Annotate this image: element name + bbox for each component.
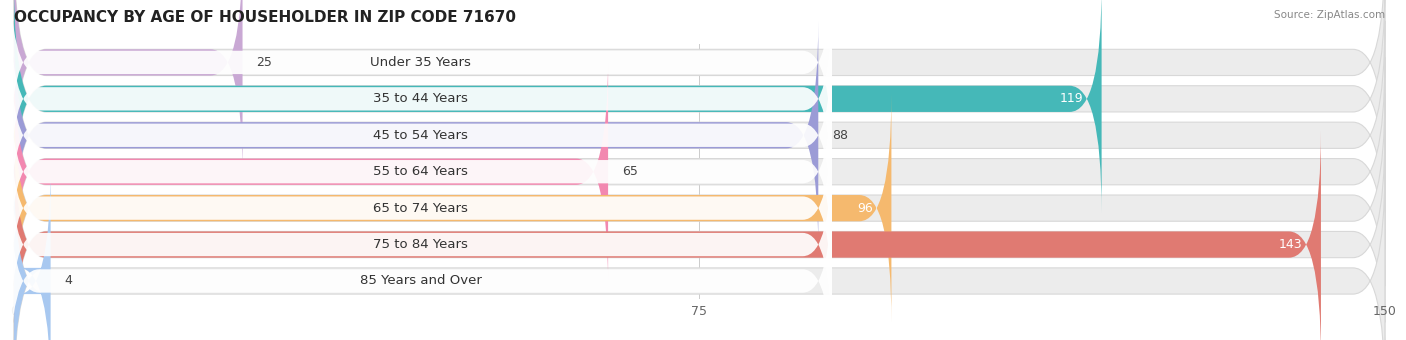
FancyBboxPatch shape <box>14 130 1322 340</box>
Text: 65 to 74 Years: 65 to 74 Years <box>374 202 468 215</box>
FancyBboxPatch shape <box>10 67 832 277</box>
FancyBboxPatch shape <box>14 0 1385 213</box>
Text: 45 to 54 Years: 45 to 54 Years <box>374 129 468 142</box>
Text: 55 to 64 Years: 55 to 64 Years <box>374 165 468 178</box>
FancyBboxPatch shape <box>14 57 1385 286</box>
FancyBboxPatch shape <box>14 94 1385 323</box>
FancyBboxPatch shape <box>10 176 832 340</box>
FancyBboxPatch shape <box>10 0 832 204</box>
Text: OCCUPANCY BY AGE OF HOUSEHOLDER IN ZIP CODE 71670: OCCUPANCY BY AGE OF HOUSEHOLDER IN ZIP C… <box>14 10 516 25</box>
Text: 96: 96 <box>858 202 873 215</box>
FancyBboxPatch shape <box>14 167 1385 340</box>
Text: 143: 143 <box>1279 238 1303 251</box>
FancyBboxPatch shape <box>14 57 609 286</box>
FancyBboxPatch shape <box>14 167 51 340</box>
FancyBboxPatch shape <box>14 0 1102 213</box>
FancyBboxPatch shape <box>10 0 832 167</box>
Text: 4: 4 <box>65 274 72 288</box>
Text: 88: 88 <box>832 129 848 142</box>
FancyBboxPatch shape <box>10 30 832 240</box>
FancyBboxPatch shape <box>14 21 1385 250</box>
FancyBboxPatch shape <box>14 130 1385 340</box>
FancyBboxPatch shape <box>14 0 243 177</box>
FancyBboxPatch shape <box>14 0 1385 177</box>
Text: Under 35 Years: Under 35 Years <box>370 56 471 69</box>
Text: 65: 65 <box>621 165 638 178</box>
Text: 75 to 84 Years: 75 to 84 Years <box>374 238 468 251</box>
Text: 85 Years and Over: 85 Years and Over <box>360 274 482 288</box>
FancyBboxPatch shape <box>10 140 832 340</box>
FancyBboxPatch shape <box>14 94 891 323</box>
FancyBboxPatch shape <box>14 21 818 250</box>
FancyBboxPatch shape <box>10 103 832 313</box>
Text: 119: 119 <box>1060 92 1084 105</box>
Text: 35 to 44 Years: 35 to 44 Years <box>374 92 468 105</box>
Text: 25: 25 <box>256 56 273 69</box>
Text: Source: ZipAtlas.com: Source: ZipAtlas.com <box>1274 10 1385 20</box>
